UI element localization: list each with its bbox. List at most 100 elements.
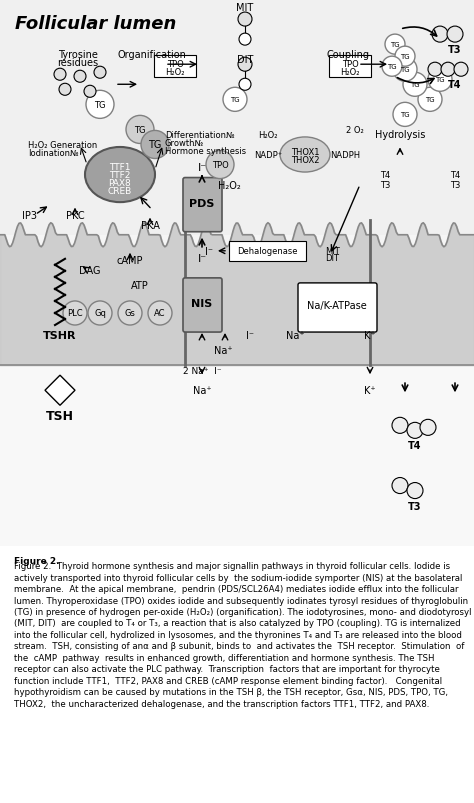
Text: residues: residues: [57, 58, 99, 68]
Circle shape: [223, 88, 247, 112]
Text: PKC: PKC: [66, 210, 84, 220]
Ellipse shape: [280, 138, 330, 173]
Circle shape: [407, 483, 423, 499]
Text: TG: TG: [425, 97, 435, 104]
Text: ATP: ATP: [131, 280, 149, 291]
Circle shape: [239, 79, 251, 92]
Text: TTF2: TTF2: [109, 171, 131, 180]
Text: H₂O₂: H₂O₂: [258, 131, 278, 140]
Text: Gs: Gs: [125, 309, 136, 318]
Text: T3: T3: [380, 181, 390, 190]
Text: NADP⁺: NADP⁺: [254, 151, 282, 160]
Text: T3: T3: [448, 45, 462, 55]
Ellipse shape: [85, 148, 155, 203]
Circle shape: [418, 88, 442, 112]
Text: TG: TG: [230, 97, 240, 104]
Circle shape: [385, 35, 405, 55]
FancyBboxPatch shape: [183, 178, 222, 232]
Circle shape: [94, 67, 106, 79]
Circle shape: [403, 73, 427, 97]
FancyBboxPatch shape: [329, 56, 371, 78]
Circle shape: [86, 92, 114, 119]
Circle shape: [239, 34, 251, 46]
Text: Coupling: Coupling: [327, 50, 370, 60]
Text: Figure 2.  Thyroid hormone synthesis and major signallin pathways in thyroid fol: Figure 2. Thyroid hormone synthesis and …: [14, 561, 472, 707]
Text: Na⁺: Na⁺: [214, 345, 232, 356]
Circle shape: [382, 57, 402, 77]
Circle shape: [88, 302, 112, 326]
Circle shape: [141, 131, 169, 159]
Text: TPO: TPO: [342, 59, 358, 68]
Circle shape: [238, 13, 252, 27]
Text: PLC: PLC: [67, 309, 83, 318]
Circle shape: [392, 418, 408, 434]
Text: H₂O₂: H₂O₂: [340, 67, 360, 76]
Text: THOX2: THOX2: [291, 156, 319, 165]
Circle shape: [420, 420, 436, 436]
Circle shape: [74, 71, 86, 84]
FancyBboxPatch shape: [298, 283, 377, 332]
Text: Growth№: Growth№: [165, 139, 204, 148]
Circle shape: [126, 116, 154, 145]
Text: Dehalogenase: Dehalogenase: [237, 247, 297, 256]
Circle shape: [238, 58, 252, 72]
Text: IP3: IP3: [22, 210, 37, 220]
Text: TG: TG: [148, 141, 162, 150]
Circle shape: [393, 104, 417, 127]
Text: Hydrolysis: Hydrolysis: [375, 130, 425, 141]
Text: Differentiation№: Differentiation№: [165, 131, 235, 140]
Text: H₂O₂: H₂O₂: [218, 181, 241, 190]
Text: DIT: DIT: [325, 254, 339, 263]
Text: Na/K-ATPase: Na/K-ATPase: [307, 300, 367, 311]
Text: TSH: TSH: [46, 410, 74, 422]
Text: TG: TG: [134, 126, 146, 135]
Circle shape: [118, 302, 142, 326]
Text: CREB: CREB: [108, 187, 132, 196]
Text: Hormone synthesis: Hormone synthesis: [165, 147, 246, 156]
Text: DAG: DAG: [79, 266, 101, 275]
Text: NADPH: NADPH: [330, 151, 360, 160]
Text: TG: TG: [387, 64, 397, 70]
Text: I⁻: I⁻: [198, 254, 207, 263]
Circle shape: [447, 27, 463, 43]
Text: I⁻: I⁻: [205, 247, 213, 256]
Circle shape: [148, 302, 172, 326]
Text: T4: T4: [380, 171, 390, 180]
Circle shape: [428, 68, 452, 92]
Text: T4: T4: [450, 171, 460, 180]
Text: K⁺: K⁺: [364, 385, 376, 396]
Circle shape: [407, 423, 423, 438]
Circle shape: [392, 478, 408, 494]
Text: T3: T3: [408, 501, 422, 511]
FancyBboxPatch shape: [183, 279, 222, 332]
Text: TTF1: TTF1: [109, 163, 131, 172]
Text: TG: TG: [400, 112, 410, 118]
Text: Follicular lumen: Follicular lumen: [15, 15, 176, 33]
Circle shape: [428, 63, 442, 77]
Text: PKA: PKA: [141, 221, 159, 230]
Text: TSHR: TSHR: [43, 331, 77, 340]
Circle shape: [432, 27, 448, 43]
Text: TPO: TPO: [211, 161, 228, 169]
Circle shape: [59, 84, 71, 96]
Text: TG: TG: [400, 67, 410, 73]
Circle shape: [395, 47, 415, 67]
Text: Iodination№: Iodination№: [28, 149, 79, 157]
Text: TPO: TPO: [167, 59, 183, 68]
Text: 2 O₂: 2 O₂: [346, 126, 364, 135]
Text: Tyrosine: Tyrosine: [58, 50, 98, 60]
Text: cAMP: cAMP: [117, 255, 143, 266]
Text: AC: AC: [154, 309, 166, 318]
Text: MIT: MIT: [325, 247, 340, 256]
Text: MIT: MIT: [237, 3, 254, 13]
Text: T3: T3: [450, 181, 460, 190]
Bar: [0, 0, 474, 235]
Text: Na⁺: Na⁺: [193, 385, 211, 396]
Circle shape: [206, 151, 234, 179]
Text: H₂O₂: H₂O₂: [165, 67, 185, 76]
Text: Organification: Organification: [118, 50, 186, 60]
Circle shape: [54, 69, 66, 81]
Text: TG: TG: [390, 42, 400, 48]
Text: TG: TG: [410, 82, 420, 88]
Text: 2 Na⁺  I⁻: 2 Na⁺ I⁻: [182, 366, 221, 375]
